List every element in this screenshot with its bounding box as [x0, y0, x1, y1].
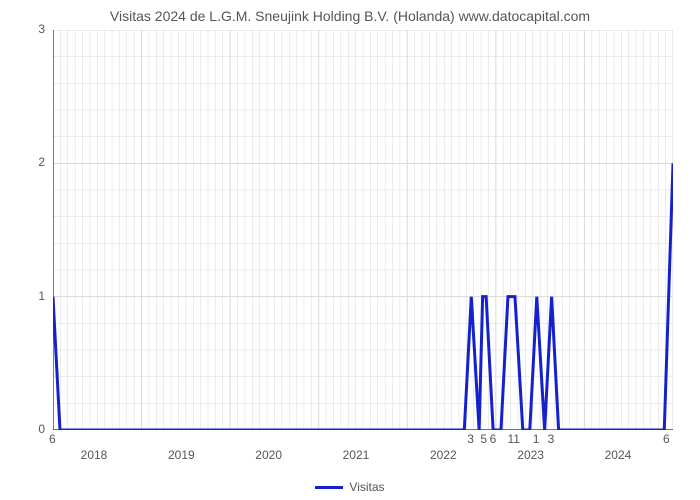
x-tick-label: 2019	[168, 448, 195, 462]
chart-plot	[53, 30, 673, 430]
x-tick-label: 2024	[605, 448, 632, 462]
data-label: 1	[533, 432, 540, 446]
data-label: 6	[663, 432, 670, 446]
x-tick-label: 2018	[81, 448, 108, 462]
chart-frame: Visitas 2024 de L.G.M. Sneujink Holding …	[0, 0, 700, 500]
x-tick-label: 2020	[255, 448, 282, 462]
y-tick-label: 3	[15, 22, 45, 36]
y-tick-label: 0	[15, 422, 45, 436]
legend-swatch	[315, 486, 343, 489]
x-tick-label: 2022	[430, 448, 457, 462]
legend-label: Visitas	[349, 480, 384, 494]
y-tick-label: 2	[15, 155, 45, 169]
x-tick-label: 2021	[343, 448, 370, 462]
data-label: 3	[548, 432, 555, 446]
legend: Visitas	[0, 479, 700, 494]
x-tick-label: 2023	[517, 448, 544, 462]
chart-title: Visitas 2024 de L.G.M. Sneujink Holding …	[0, 8, 700, 24]
data-label: 3	[467, 432, 474, 446]
data-label: 6	[49, 432, 56, 446]
data-label: 6	[490, 432, 497, 446]
data-label: 5	[480, 432, 487, 446]
data-label: 11	[507, 432, 519, 446]
y-tick-label: 1	[15, 289, 45, 303]
